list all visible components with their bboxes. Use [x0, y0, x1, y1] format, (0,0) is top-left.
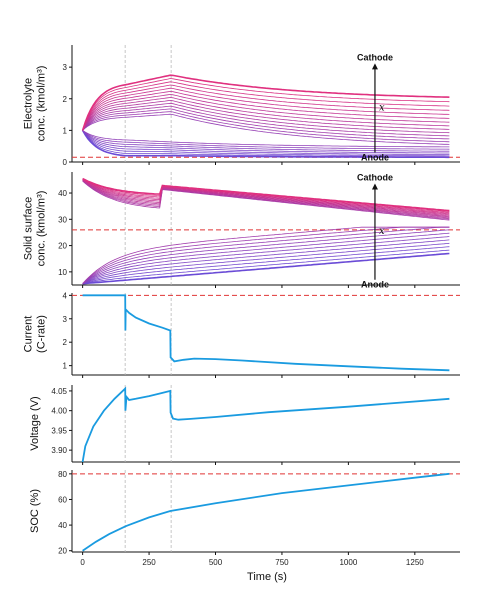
concentration-curve	[82, 246, 450, 285]
soc-panel: 20 40 60 80 SOC (%)	[29, 470, 460, 556]
concentration-curve	[82, 130, 450, 152]
concentration-curve	[82, 179, 450, 217]
y-tick-label: 4	[63, 291, 68, 300]
y-tick-label: 80	[58, 470, 67, 479]
x-tick-label: 500	[209, 558, 223, 567]
concentration-curve	[82, 130, 450, 157]
concentration-curve	[82, 239, 450, 285]
arrow-head	[371, 63, 378, 70]
concentration-curve	[81, 74, 450, 131]
concentration-curve	[82, 178, 450, 214]
concentration-curve	[82, 178, 450, 213]
y-axis-label: conc. (kmol/m³)	[36, 191, 48, 267]
solid-surface-panel: 10 20 30 40 Solid surface conc. (kmol/m³) Cath…	[23, 172, 460, 290]
y-axis-label: conc. (kmol/m³)	[36, 66, 48, 142]
concentration-curve	[82, 108, 450, 140]
y-tick-label: 0	[63, 158, 68, 167]
concentration-curve	[82, 90, 450, 131]
y-tick-label: 1	[63, 126, 68, 135]
series-line	[82, 472, 450, 552]
concentration-curve	[82, 226, 450, 284]
concentration-curve	[82, 236, 450, 285]
y-tick-label: 10	[58, 268, 67, 277]
concentration-curve	[82, 232, 450, 285]
y-tick-label: 1	[63, 362, 68, 371]
concentration-curve	[82, 180, 450, 220]
x-tick-label: 250	[142, 558, 156, 567]
y-tick-label: 2	[63, 338, 68, 347]
concentration-curve	[82, 97, 450, 131]
concentration-curve	[82, 130, 450, 156]
concentration-curve	[82, 180, 450, 221]
time-axis: Time (s) 0 250 500 750 1000 1250	[80, 558, 424, 583]
electrolyte-panel: 0 1 2 3 Electrolyte conc. (kmol/m³) Cathode Ano…	[23, 45, 460, 167]
y-tick-label: 3.95	[51, 426, 67, 435]
concentration-curve	[82, 78, 450, 131]
series-line	[81, 386, 450, 463]
y-tick-label: 3.90	[51, 446, 67, 455]
concentration-curve	[81, 129, 450, 159]
y-axis-label: Electrolyte	[23, 78, 35, 129]
y-tick-label: 4.05	[51, 387, 67, 396]
x-tick-label: 1250	[406, 558, 424, 567]
concentration-curve	[82, 99, 450, 131]
concentration-curve	[82, 180, 450, 219]
concentration-curve	[82, 81, 450, 131]
y-tick-label: 3	[63, 63, 68, 72]
variable-label: x	[379, 102, 385, 113]
y-tick-label: 2	[63, 95, 68, 104]
current-panel: 1 2 3 4 Current (C-rate)	[23, 291, 460, 378]
concentration-curve	[82, 93, 450, 131]
concentration-curve	[82, 179, 450, 216]
y-tick-label: 60	[58, 495, 67, 504]
concentration-curve	[82, 111, 450, 143]
cathode-label: Cathode	[357, 52, 393, 62]
y-axis-label: SOC (%)	[29, 489, 41, 533]
y-tick-label: 4.00	[51, 407, 67, 416]
concentration-curve	[82, 177, 450, 212]
concentration-curve	[82, 179, 450, 215]
concentration-curve	[82, 229, 450, 285]
x-tick-label: 1000	[339, 558, 357, 567]
concentration-curve	[82, 242, 450, 285]
cathode-label: Cathode	[357, 173, 393, 183]
anode-label: Anode	[361, 153, 389, 163]
concentration-curve	[82, 130, 450, 150]
y-tick-label: 40	[58, 189, 67, 198]
anode-label: Anode	[361, 280, 389, 290]
series-line	[82, 294, 450, 372]
x-axis-label: Time (s)	[247, 571, 287, 583]
concentration-curve	[82, 130, 450, 154]
y-tick-label: 30	[58, 215, 67, 224]
concentration-curve	[82, 130, 450, 158]
y-tick-label: 20	[58, 242, 67, 251]
concentration-curve	[82, 226, 450, 284]
arrow-head	[371, 183, 378, 190]
y-axis-label: Current	[23, 316, 35, 353]
concentration-curve	[82, 84, 450, 131]
concentration-curve	[82, 87, 450, 131]
concentration-curve	[82, 179, 450, 218]
concentration-curve	[82, 252, 450, 285]
concentration-curve	[82, 105, 450, 137]
concentration-curve	[82, 130, 450, 148]
y-tick-label: 20	[58, 547, 67, 556]
y-axis-label: Solid surface	[23, 197, 35, 261]
y-axis-label: (C-rate)	[36, 315, 48, 353]
y-axis-label: Voltage (V)	[29, 396, 41, 450]
x-tick-label: 750	[275, 558, 289, 567]
concentration-curve	[82, 249, 450, 285]
voltage-panel: 3.90 3.95 4.00 4.05 Voltage (V)	[29, 385, 460, 465]
concentration-curve	[82, 226, 450, 284]
x-tick-label: 0	[80, 558, 85, 567]
variable-label: x	[379, 226, 385, 237]
y-tick-label: 3	[63, 315, 68, 324]
concentration-curve	[82, 113, 450, 145]
y-tick-label: 40	[58, 521, 67, 530]
concentration-curve	[82, 102, 450, 134]
